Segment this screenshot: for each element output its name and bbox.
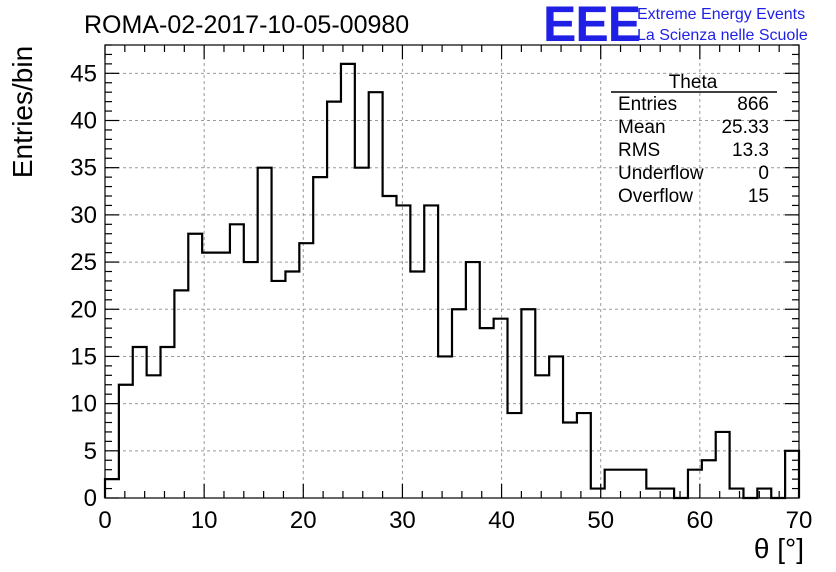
- stats-value: 866: [737, 94, 769, 115]
- y-axis-title: Entries/bin: [7, 46, 38, 178]
- y-tick-label: 0: [84, 485, 97, 512]
- x-tick-label: 70: [786, 507, 813, 534]
- x-tick-label: 20: [290, 507, 317, 534]
- x-tick-label: 30: [389, 507, 416, 534]
- stats-label: Underflow: [618, 163, 704, 184]
- histogram-outline: [103, 62, 801, 500]
- x-tick-label: 40: [488, 507, 515, 534]
- stats-box: Theta Entries 866 Mean 25.33 RMS 13.3 Underflo…: [611, 72, 777, 207]
- logo-letters: EEE: [543, 0, 640, 52]
- x-tick-label: 50: [587, 507, 614, 534]
- eee-logo: EEE Extreme Energy Events La Scienza nel…: [543, 0, 808, 52]
- stats-value: 13.3: [732, 140, 769, 161]
- y-tick-label: 35: [70, 155, 97, 182]
- y-tick-label: 10: [70, 391, 97, 418]
- stats-title: Theta: [669, 72, 718, 93]
- stats-label: Entries: [618, 94, 677, 115]
- stats-rows: Entries 866 Mean 25.33 RMS 13.3 Underflow 0 Over…: [618, 94, 769, 207]
- stats-label: Mean: [618, 117, 666, 138]
- y-tick-label: 20: [70, 296, 97, 323]
- x-tick-label: 60: [687, 507, 714, 534]
- stats-value: 15: [748, 186, 769, 207]
- y-tick-label: 45: [70, 60, 97, 87]
- y-tick-label: 30: [70, 202, 97, 229]
- logo-line-2: La Scienza nelle Scuole: [637, 27, 808, 44]
- x-tick-labels: 0 10 20 30 40 50 60 70: [98, 507, 812, 534]
- chart-title: ROMA-02-2017-10-05-00980: [84, 11, 409, 39]
- y-tick-label: 40: [70, 108, 97, 135]
- grid: [105, 45, 799, 498]
- x-tick-label: 0: [98, 507, 111, 534]
- stats-label: RMS: [618, 140, 660, 161]
- stats-label: Overflow: [618, 186, 693, 207]
- y-tick-label: 5: [84, 438, 97, 465]
- x-tick-label: 10: [191, 507, 218, 534]
- y-tick-labels: 0 5 10 15 20 25 30 35 40 45: [70, 60, 97, 512]
- stats-value: 25.33: [721, 117, 769, 138]
- y-tick-label: 25: [70, 249, 97, 276]
- x-axis-title: θ [°]: [754, 533, 804, 564]
- logo-line-1: Extreme Energy Events: [637, 6, 805, 23]
- plot-frame: [104, 44, 800, 499]
- stats-value: 0: [758, 163, 769, 184]
- axis-ticks: [104, 44, 800, 499]
- y-tick-label: 15: [70, 343, 97, 370]
